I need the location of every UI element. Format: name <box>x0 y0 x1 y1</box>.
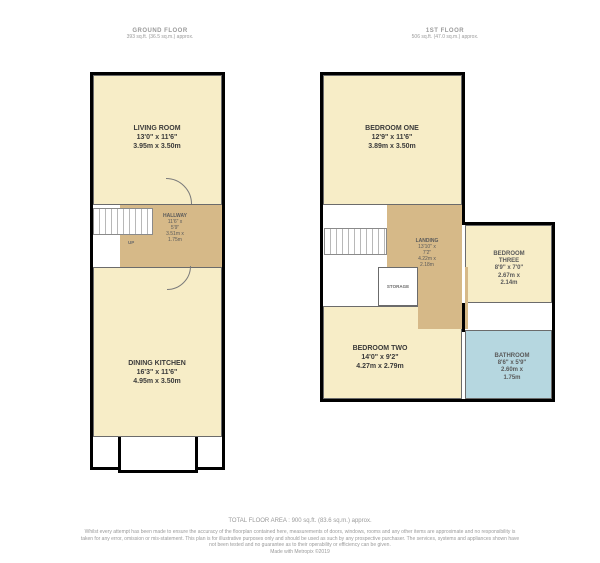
bedroom-three-label: BEDROOM THREE 8'9" x 7'0" 2.67m x 2.14m <box>493 251 524 287</box>
storage-label: STORAGE <box>387 284 409 289</box>
sep-bed3-bath <box>462 303 465 332</box>
hall-overlap <box>418 306 462 329</box>
ground-bottom-notch <box>118 437 198 473</box>
disclaimer: Whilst every attempt has been made to en… <box>80 529 520 549</box>
first-floor-header: 1ST FLOOR 506 sq.ft. (47.0 sq.m.) approx… <box>370 28 520 40</box>
dining-kitchen-label: DINING KITCHEN 16'3" x 11'6" 4.95m x 3.5… <box>112 360 202 386</box>
total-area: TOTAL FLOOR AREA : 900 sq.ft. (83.6 sq.m… <box>80 518 520 526</box>
ground-floor-sub: 393 sq.ft. (36.5 sq.m.) approx. <box>85 34 235 40</box>
bedroom-one-label: BEDROOM ONE 12'9" x 11'6" 3.89m x 3.50m <box>347 125 437 151</box>
landing-label: LANDING 13'10" x 7'2" 4.22m x 2.18m <box>416 238 439 268</box>
living-room-label: LIVING ROOM 13'0" x 11'6" 3.95m x 3.50m <box>112 125 202 151</box>
hallway-label: HALLWAY 11'6" x 5'9" 3.51m x 1.75m <box>163 213 187 243</box>
ground-floor-header: GROUND FLOOR 393 sq.ft. (36.5 sq.m.) app… <box>85 28 235 40</box>
first-floor-sub: 506 sq.ft. (47.0 sq.m.) approx. <box>370 34 520 40</box>
sep-open <box>462 225 465 303</box>
footer: TOTAL FLOOR AREA : 900 sq.ft. (83.6 sq.m… <box>80 518 520 555</box>
first-stairs <box>324 228 387 255</box>
bedroom-two-label: BEDROOM TWO 14'0" x 9'2" 4.27m x 2.79m <box>335 345 425 371</box>
credit: Made with Metropix ©2019 <box>80 549 520 556</box>
dining-kitchen <box>93 267 222 437</box>
up-label: UP <box>128 240 134 245</box>
ground-stairs <box>93 208 153 235</box>
bathroom-label: BATHROOM 8'6" x 5'9" 2.60m x 1.75m <box>495 353 530 382</box>
